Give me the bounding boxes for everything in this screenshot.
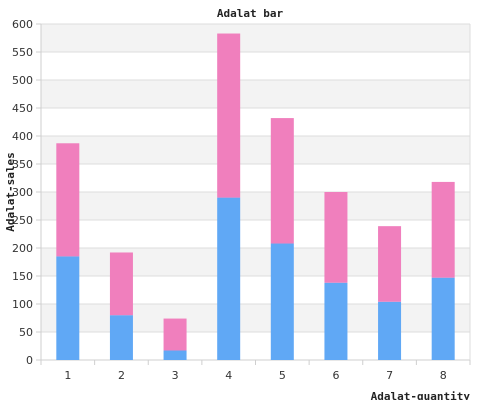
y-tick-label: 150 [12, 270, 33, 283]
bar-segment [324, 282, 348, 360]
bar-segment [378, 226, 402, 302]
x-tick-label: 1 [64, 369, 71, 382]
grid-band [41, 24, 470, 52]
bar-segment [109, 315, 133, 360]
bar-segment [109, 252, 133, 316]
bar-segment [378, 301, 402, 360]
y-tick-labels: 0 50 100 150 200 250 300 350 400 450 500 550 600 [12, 18, 33, 367]
y-tick-label: 400 [12, 130, 33, 143]
x-tick-label: 6 [332, 369, 339, 382]
chart-title: Adalat bar [217, 7, 284, 20]
x-tick-label: 8 [440, 369, 447, 382]
x-tick-labels: 1 2 3 4 5 6 7 8 [64, 369, 446, 382]
bar-segment [270, 118, 294, 244]
bar-segment [431, 277, 455, 360]
y-tick-label: 100 [12, 298, 33, 311]
y-axis-label: Adalat-sales [4, 152, 17, 231]
y-tick-label: 50 [19, 326, 33, 339]
y-tick-label: 0 [26, 354, 33, 367]
bar-segment [270, 243, 294, 360]
x-tick-label: 4 [225, 369, 232, 382]
y-tick-label: 350 [12, 158, 33, 171]
bar-segment [217, 33, 241, 198]
x-tick-label: 7 [386, 369, 393, 382]
y-tick-label: 550 [12, 46, 33, 59]
bar-segment [163, 318, 187, 351]
x-tick-label: 5 [279, 369, 286, 382]
y-tick-label: 600 [12, 18, 33, 31]
grid-band [41, 220, 470, 248]
grid-band [41, 136, 470, 164]
x-tick-label: 2 [118, 369, 125, 382]
grid-band [41, 80, 470, 108]
y-tick-label: 250 [12, 214, 33, 227]
grid-band [41, 332, 470, 360]
grid-band [41, 304, 470, 332]
grid-band [41, 108, 470, 136]
grid-band [41, 248, 470, 276]
bar-segment [56, 143, 80, 257]
bar-segment [431, 181, 455, 278]
y-tick-label: 500 [12, 74, 33, 87]
grid-band [41, 164, 470, 192]
grid-band [41, 52, 470, 80]
bar-segment [324, 192, 348, 283]
y-tick-label: 450 [12, 102, 33, 115]
bar-segment [163, 350, 187, 360]
y-tick-label: 200 [12, 242, 33, 255]
x-tick-label: 3 [172, 369, 179, 382]
y-tick-label: 300 [12, 186, 33, 199]
x-axis-label: Adalat-quantity [371, 390, 471, 400]
grid-band [41, 192, 470, 220]
bar-segment [217, 197, 241, 360]
bars [56, 33, 455, 360]
grid-band [41, 276, 470, 304]
bar-segment [56, 256, 80, 360]
